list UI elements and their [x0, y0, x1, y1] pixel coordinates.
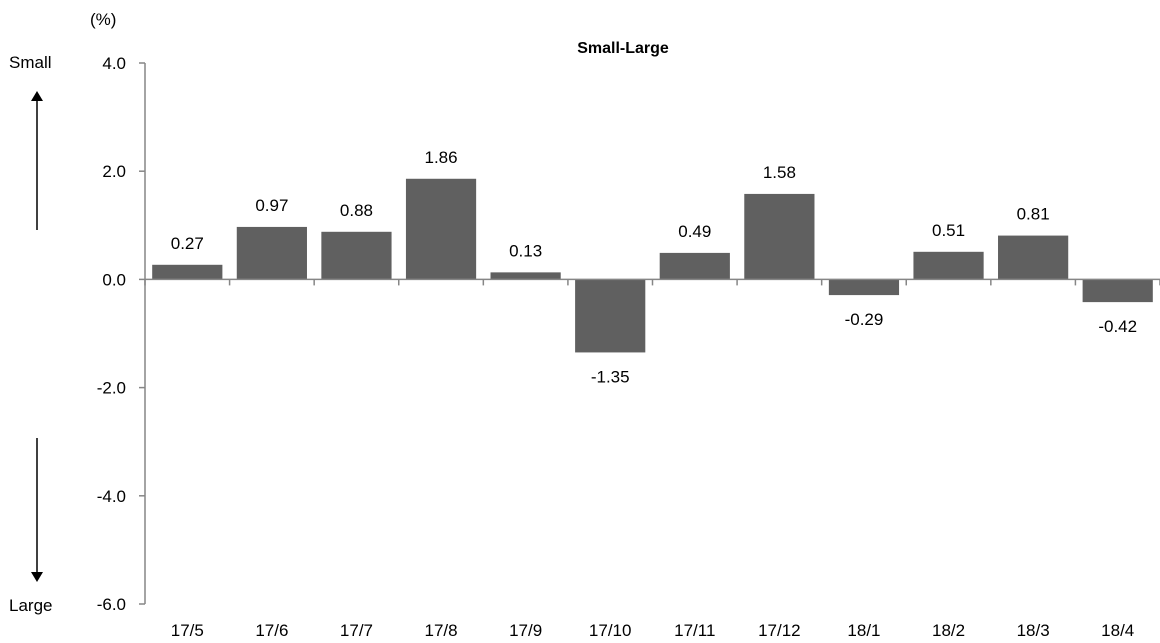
bar-17-10	[575, 279, 646, 353]
x-tick-label: 17/10	[589, 621, 632, 640]
x-tick-label: 17/12	[758, 621, 801, 640]
data-label: 0.97	[255, 196, 288, 215]
data-label: 0.13	[509, 241, 542, 260]
y-unit-label: (%)	[90, 10, 116, 29]
y-tick-label: 2.0	[102, 162, 126, 181]
data-label: 0.88	[340, 201, 373, 220]
data-label: 1.86	[424, 148, 457, 167]
bar-17-6	[236, 226, 307, 280]
data-label: -1.35	[591, 367, 630, 386]
side-label-small: Small	[9, 53, 52, 72]
data-label: -0.29	[845, 310, 884, 329]
y-tick-label: -6.0	[97, 595, 126, 614]
x-tick-label: 17/7	[340, 621, 373, 640]
y-tick-label: 0.0	[102, 270, 126, 289]
x-axis: 17/5 17/6 17/7 17/8 17/9 17/10 17/11 17/12 18/1 1…	[144, 278, 1160, 640]
bar-17-7	[321, 231, 392, 280]
x-tick-label: 17/8	[424, 621, 457, 640]
data-label: 0.27	[171, 234, 204, 253]
bar-18-2	[913, 251, 984, 280]
y-axis: 4.0 2.0 0.0 -2.0 -4.0 -6.0	[97, 54, 146, 614]
bars: 0.27 0.97 0.88 1.86 0.13 -1.35 0.49 1.58 -0.29 0.…	[152, 148, 1153, 386]
x-tick-label: 18/3	[1017, 621, 1050, 640]
x-tick-label: 17/11	[674, 621, 715, 640]
data-label: 0.81	[1017, 205, 1050, 224]
x-tick-label: 17/6	[255, 621, 288, 640]
x-tick-label: 18/4	[1101, 621, 1134, 640]
x-tick-label: 17/5	[171, 621, 204, 640]
bar-17-9	[490, 272, 561, 280]
x-tick-label: 18/1	[847, 621, 880, 640]
bar-17-8	[405, 178, 477, 280]
data-label: -0.42	[1098, 317, 1137, 336]
y-tick-label: -2.0	[97, 379, 126, 398]
x-tick-label: 17/9	[509, 621, 542, 640]
y-tick-label: -4.0	[97, 487, 126, 506]
bar-18-4	[1082, 279, 1153, 303]
chart-title: Small-Large	[577, 40, 669, 57]
data-label: 0.51	[932, 221, 965, 240]
x-tick-label: 18/2	[932, 621, 965, 640]
bar-17-5	[152, 264, 223, 280]
bar-18-1	[828, 279, 900, 296]
bar-17-11	[659, 252, 730, 280]
y-tick-label: 4.0	[102, 54, 126, 73]
bar-17-12	[744, 193, 815, 280]
side-label-large: Large	[9, 596, 52, 615]
data-label: 0.49	[678, 222, 711, 241]
bar-18-3	[998, 235, 1069, 280]
data-label: 1.58	[763, 163, 796, 182]
